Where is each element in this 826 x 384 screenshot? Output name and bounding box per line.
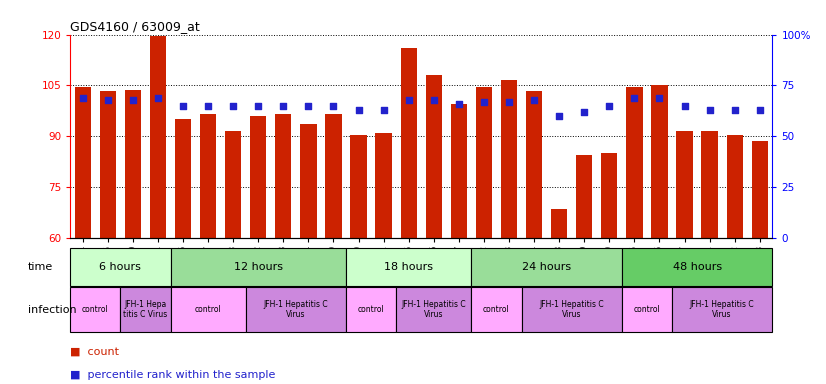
Text: 48 hours: 48 hours (672, 262, 722, 272)
Bar (551, 209, 567, 238)
Bar (246, 287, 346, 332)
Point (151, 94, 164, 101)
Text: ■  percentile rank within the sample: ■ percentile rank within the sample (70, 370, 276, 380)
Bar (150, 36, 166, 238)
Point (453, 101, 466, 107)
Text: 12 hours: 12 hours (234, 262, 282, 272)
Bar (652, 86, 667, 238)
Point (102, 97, 115, 103)
Bar (476, 87, 492, 238)
Bar (346, 248, 472, 286)
Text: infection: infection (27, 305, 76, 315)
Text: JFH-1 Hepatitis C
Virus: JFH-1 Hepatitis C Virus (690, 300, 754, 319)
Bar (275, 114, 292, 238)
Point (377, 107, 390, 113)
Bar (676, 131, 693, 238)
Bar (501, 80, 517, 238)
Text: JFH-1 Hepatitis C
Virus: JFH-1 Hepatitis C Virus (539, 300, 604, 319)
Bar (472, 248, 622, 286)
Bar (622, 248, 772, 286)
Bar (350, 135, 367, 238)
Text: time: time (27, 262, 53, 272)
Text: JFH-1 Hepatitis C
Virus: JFH-1 Hepatitis C Virus (401, 300, 466, 319)
Text: control: control (634, 305, 660, 314)
Bar (622, 287, 672, 332)
Bar (346, 287, 396, 332)
Text: GDS4160 / 63009_at: GDS4160 / 63009_at (70, 20, 200, 33)
Point (553, 113, 566, 119)
Bar (425, 75, 442, 238)
Bar (472, 287, 521, 332)
Text: control: control (358, 305, 384, 314)
Bar (727, 135, 743, 238)
Bar (74, 87, 91, 238)
Bar (170, 248, 346, 286)
Point (427, 97, 440, 103)
Point (528, 97, 541, 103)
Point (252, 103, 265, 109)
Bar (396, 287, 472, 332)
Point (603, 103, 616, 109)
Point (402, 97, 415, 103)
Text: 18 hours: 18 hours (384, 262, 433, 272)
Point (177, 103, 190, 109)
Point (202, 103, 215, 109)
Point (301, 103, 315, 109)
Bar (672, 287, 772, 332)
Point (628, 94, 641, 101)
Polygon shape (53, 257, 68, 276)
Bar (521, 287, 622, 332)
Bar (170, 287, 246, 332)
Bar (526, 91, 542, 238)
Bar (175, 119, 191, 238)
Text: 6 hours: 6 hours (99, 262, 141, 272)
Bar (601, 153, 618, 238)
Point (703, 107, 716, 113)
Bar (70, 248, 170, 286)
Bar (376, 133, 392, 238)
Text: JFH-1 Hepa
titis C Virus: JFH-1 Hepa titis C Virus (123, 300, 168, 319)
Bar (200, 114, 216, 238)
Bar (752, 141, 768, 238)
Bar (626, 87, 643, 238)
Point (277, 103, 290, 109)
Bar (576, 155, 592, 238)
Text: ■  count: ■ count (70, 347, 119, 357)
Point (678, 103, 691, 109)
Point (502, 99, 515, 105)
Point (226, 103, 240, 109)
Bar (250, 116, 267, 238)
Bar (401, 48, 417, 238)
Point (352, 107, 365, 113)
Text: 24 hours: 24 hours (522, 262, 572, 272)
Bar (325, 114, 342, 238)
Bar (125, 89, 141, 238)
Point (126, 97, 140, 103)
Text: control: control (195, 305, 221, 314)
Text: control: control (483, 305, 510, 314)
Point (728, 107, 741, 113)
Bar (701, 131, 718, 238)
Bar (225, 131, 241, 238)
Bar (121, 287, 170, 332)
Text: control: control (82, 305, 109, 314)
Bar (100, 91, 116, 238)
Bar (301, 124, 316, 238)
Point (653, 94, 666, 101)
Polygon shape (53, 298, 68, 321)
Point (753, 107, 767, 113)
Point (76, 94, 89, 101)
Point (577, 109, 591, 115)
Point (477, 99, 491, 105)
Bar (70, 287, 121, 332)
Point (327, 103, 340, 109)
Text: JFH-1 Hepatitis C
Virus: JFH-1 Hepatitis C Virus (263, 300, 328, 319)
Bar (451, 104, 467, 238)
